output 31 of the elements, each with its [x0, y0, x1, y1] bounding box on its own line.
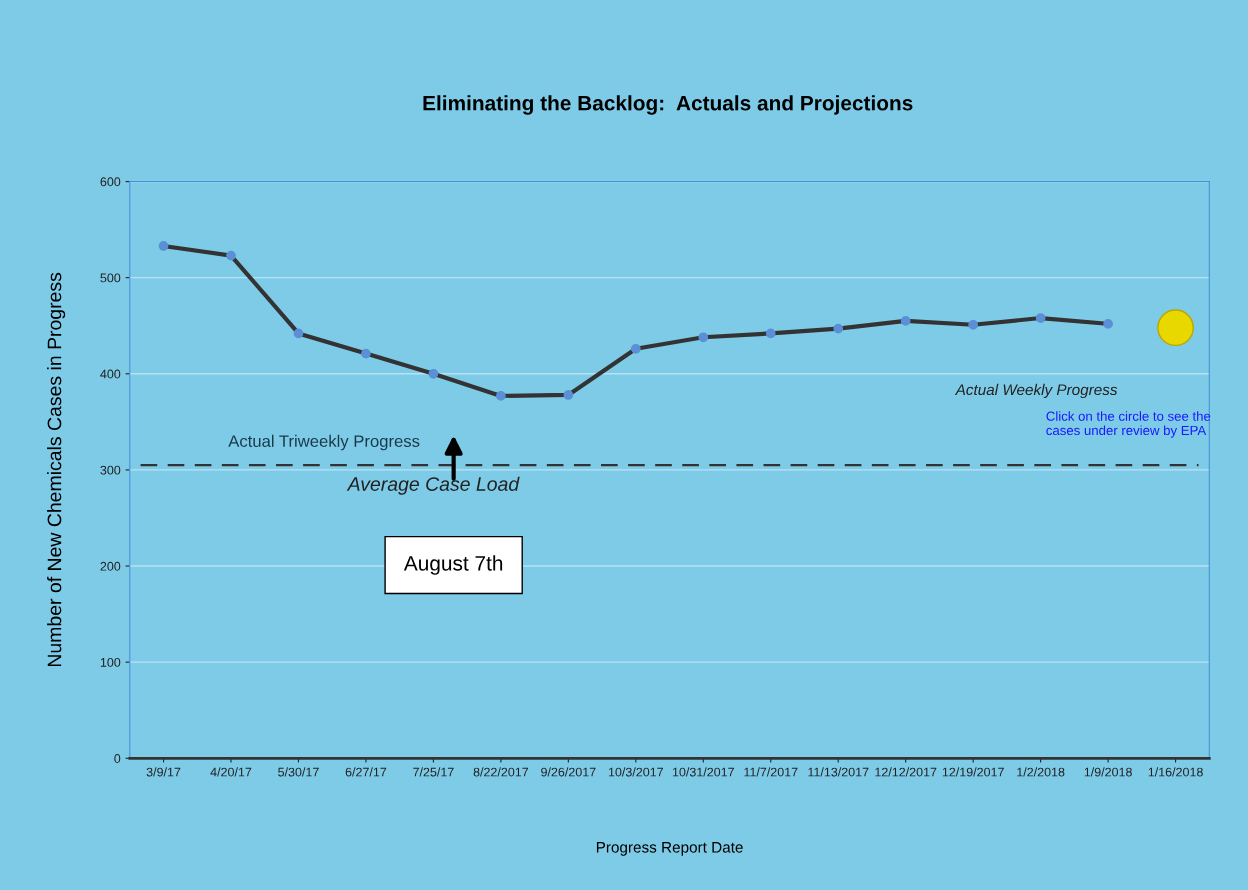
y-tick-label: 600	[100, 177, 121, 187]
y-axis-title: Number of New Chemicals Cases in Progress	[47, 272, 66, 667]
y-tick-label: 400	[100, 369, 121, 379]
x-tick-label: 12/19/2017	[942, 767, 1004, 777]
x-tick-label: 4/20/17	[210, 767, 252, 777]
x-tick-label: 8/22/2017	[473, 767, 529, 777]
x-tick-label: 1/16/2018	[1148, 767, 1203, 777]
x-tick-label: 10/31/2017	[672, 767, 734, 777]
x-tick-label: 7/25/17	[413, 767, 454, 777]
x-tick-label: 5/30/17	[278, 767, 319, 777]
y-tick-label: 100	[100, 657, 121, 667]
x-tick-label: 12/12/2017	[875, 767, 937, 777]
x-tick-label: 6/27/17	[345, 767, 387, 777]
x-tick-label: 1/9/2018	[1084, 767, 1132, 777]
x-axis-title: Progress Report Date	[596, 842, 743, 856]
x-tick-label: 11/13/2017	[808, 767, 869, 777]
annotation: Actual Weekly Progress	[954, 383, 1118, 399]
x-tick-label: 9/26/2017	[541, 767, 596, 777]
x-tick-label: 3/9/17	[146, 767, 181, 777]
chart-title: Eliminating the Backlog: Actuals and Projections	[423, 95, 913, 115]
x-tick-label: 1/2/2018	[1017, 767, 1065, 777]
x-tick-label: 11/7/2017	[744, 767, 798, 777]
y-tick-label: 200	[100, 561, 121, 571]
annotation: Click on the circle to see the cases under review by EPA	[1046, 411, 1211, 438]
x-tick-label: 10/3/2017	[608, 767, 663, 777]
y-tick-label: 0	[114, 754, 121, 763]
annotation: Actual Triweekly Progress	[228, 434, 420, 451]
y-tick-label: 500	[100, 273, 121, 283]
ref-line-label: Average Case Load	[346, 476, 520, 495]
y-tick-label: 300	[100, 465, 121, 475]
annotation: August 7th	[403, 555, 503, 575]
